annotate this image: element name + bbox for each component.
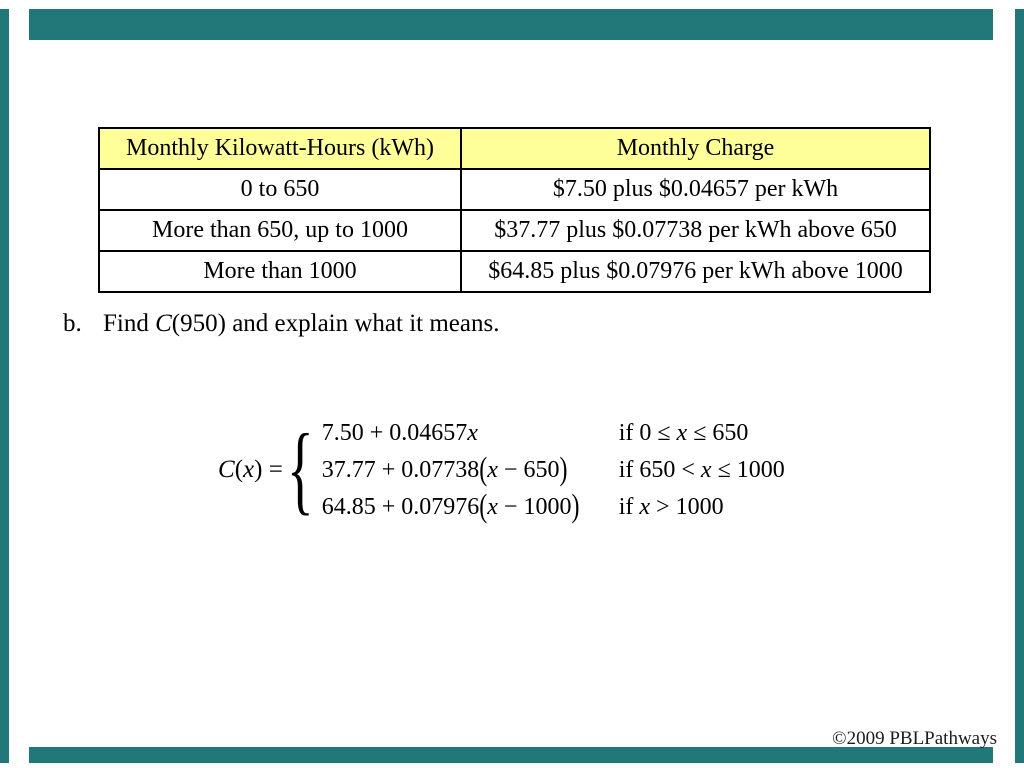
piecewise-cases: 7.50 + 0.04657x if 0 ≤ x ≤ 650 37.77 + 0… bbox=[322, 415, 785, 526]
problem-statement: b. Find C(950) and explain what it means. bbox=[63, 310, 499, 338]
frame-left-strip bbox=[0, 9, 9, 763]
function-name: C bbox=[155, 310, 172, 337]
cell-kwh-range: More than 650, up to 1000 bbox=[98, 209, 462, 252]
table-row: 0 to 650 $7.50 plus $0.04657 per kWh bbox=[98, 168, 931, 211]
frame-right-strip bbox=[1015, 9, 1024, 763]
case-1-condition: if 0 ≤ x ≤ 650 bbox=[618, 419, 749, 446]
case-3-condition: if x > 1000 bbox=[618, 493, 724, 520]
lhs-open-paren: ( bbox=[234, 456, 244, 483]
frame-bottom-bar bbox=[29, 747, 993, 763]
problem-label: b. bbox=[63, 310, 82, 337]
lhs-c: C bbox=[218, 456, 235, 483]
table-row: More than 1000 $64.85 plus $0.07976 per … bbox=[98, 250, 931, 293]
case-3-expression: 64.85 + 0.07976(x − 1000) bbox=[321, 488, 580, 525]
cell-kwh-range: More than 1000 bbox=[98, 250, 462, 293]
cell-charge: $64.85 plus $0.07976 per kWh above 1000 bbox=[460, 250, 931, 293]
header-charge: Monthly Charge bbox=[460, 127, 931, 170]
left-brace: { bbox=[286, 414, 314, 526]
problem-text-pre: Find bbox=[103, 310, 156, 337]
lhs-equals: ) = bbox=[254, 456, 283, 483]
frame-top-bar bbox=[29, 9, 993, 40]
cell-kwh-range: 0 to 650 bbox=[98, 168, 462, 211]
rate-table: Monthly Kilowatt-Hours (kWh) Monthly Cha… bbox=[98, 127, 931, 293]
case-1-expression: 7.50 + 0.04657x bbox=[321, 419, 478, 446]
lhs-x: x bbox=[243, 456, 255, 483]
copyright-text: ©2009 PBLPathways bbox=[832, 728, 997, 749]
table-row: More than 650, up to 1000 $37.77 plus $0… bbox=[98, 209, 931, 252]
cell-charge: $7.50 plus $0.04657 per kWh bbox=[460, 168, 931, 211]
header-kwh: Monthly Kilowatt-Hours (kWh) bbox=[98, 127, 462, 170]
case-2-expression: 37.77 + 0.07738(x − 650) bbox=[321, 451, 568, 488]
problem-text-post: (950) and explain what it means. bbox=[171, 310, 500, 337]
case-2-condition: if 650 < x ≤ 1000 bbox=[618, 456, 785, 483]
piecewise-function: C(x) = { 7.50 + 0.04657x if 0 ≤ x ≤ 650 … bbox=[218, 408, 785, 532]
function-lhs: C(x) = bbox=[218, 456, 283, 484]
cell-charge: $37.77 plus $0.07738 per kWh above 650 bbox=[460, 209, 931, 252]
rate-table-header-row: Monthly Kilowatt-Hours (kWh) Monthly Cha… bbox=[98, 127, 931, 170]
